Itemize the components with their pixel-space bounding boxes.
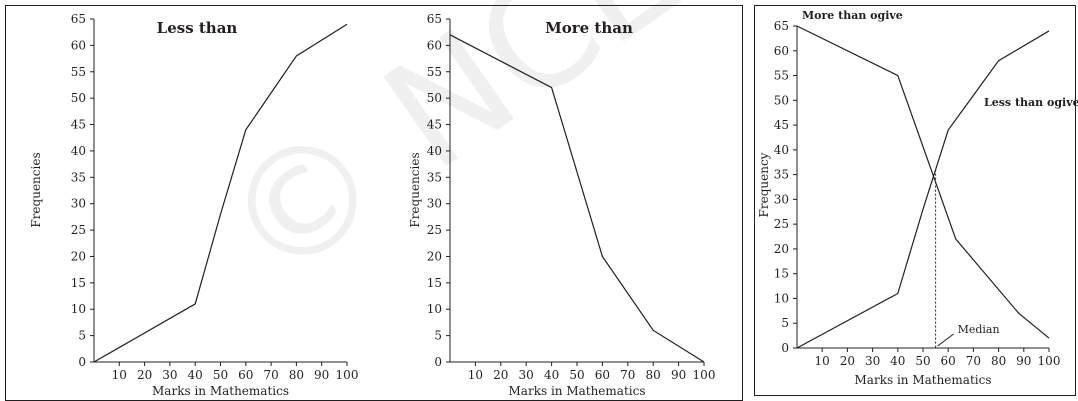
y-tick-label: 45 [71, 118, 86, 132]
less-than-chart: 0 5 10 15 20 25 30 35 40 45 50 55 60 65 10 20 30 40 50 60 70… [29, 12, 358, 398]
y-axis-title: Frequencies [408, 152, 422, 227]
x-tick-label: 60 [238, 368, 253, 382]
y-tick-label: 0 [781, 341, 789, 355]
y-tick-label: 40 [71, 144, 86, 158]
x-tick-label: 80 [646, 368, 661, 382]
x-tick-label: 10 [468, 368, 483, 382]
x-tick-label: 100 [336, 368, 359, 382]
series-line-0 [796, 25, 1050, 339]
x-axis-title: Marks in Mathematics [152, 384, 289, 398]
x-tick-label: 30 [519, 368, 534, 382]
y-tick-label: 30 [427, 197, 442, 211]
x-tick-label: 90 [314, 368, 329, 382]
y-tick-label: 25 [71, 223, 86, 237]
y-tick-label: 45 [427, 118, 442, 132]
y-tick-label: 40 [427, 144, 442, 158]
x-tick-label: 80 [991, 354, 1006, 368]
y-tick-label: 15 [427, 276, 442, 290]
x-axis-title: Marks in Mathematics [855, 373, 992, 387]
x-tick-label: 30 [162, 368, 177, 382]
y-tick-label: 55 [774, 69, 789, 83]
chart-title: Less than [157, 19, 238, 37]
x-tick-label: 40 [188, 368, 203, 382]
x-tick-label: 70 [966, 354, 981, 368]
y-tick-label: 0 [78, 355, 86, 369]
more-than-chart: 0 5 10 15 20 25 30 35 40 45 50 55 60 65 10 20 30 40 50 60 70… [408, 12, 715, 398]
y-tick-label: 0 [434, 355, 442, 369]
x-tick-label: 100 [693, 368, 716, 382]
y-tick-label: 35 [71, 170, 86, 184]
median-label: Median [958, 323, 1000, 336]
x-tick-label: 20 [137, 368, 152, 382]
series-line-1 [796, 30, 1050, 349]
combined-ogive-chart: 0 5 10 15 20 25 30 35 40 45 50 55 60 65 10 20 30 40 50 60 70… [757, 9, 1078, 387]
y-tick-label: 30 [774, 192, 789, 206]
y-tick-label: 10 [71, 302, 86, 316]
series-line-0 [93, 23, 348, 363]
y-tick-label: 10 [427, 302, 442, 316]
y-tick-label: 5 [78, 329, 86, 343]
x-axis-title: Marks in Mathematics [509, 384, 646, 398]
median-leader-line [937, 333, 954, 347]
x-tick-label: 50 [915, 354, 930, 368]
x-tick-label: 100 [1038, 354, 1061, 368]
x-tick-label: 90 [1016, 354, 1031, 368]
y-tick-label: 20 [71, 249, 86, 263]
y-axis-title: Frequencies [29, 152, 43, 227]
y-tick-label: 55 [71, 65, 86, 79]
x-tick-label: 60 [595, 368, 610, 382]
x-tick-label: 50 [569, 368, 584, 382]
y-tick-label: 5 [434, 329, 442, 343]
y-tick-label: 30 [71, 197, 86, 211]
y-tick-label: 50 [774, 93, 789, 107]
y-tick-label: 50 [427, 91, 442, 105]
y-tick-label: 60 [774, 44, 789, 58]
y-tick-label: 10 [774, 291, 789, 305]
y-tick-label: 65 [427, 12, 442, 26]
x-tick-label: 80 [289, 368, 304, 382]
y-tick-label: 60 [71, 38, 86, 52]
y-tick-label: 40 [774, 143, 789, 157]
x-tick-label: 70 [620, 368, 635, 382]
y-tick-label: 65 [774, 19, 789, 33]
x-tick-label: 10 [112, 368, 127, 382]
y-tick-label: 20 [774, 242, 789, 256]
more-than-ogive-label: More than ogive [802, 9, 903, 22]
y-tick-label: 25 [774, 217, 789, 231]
y-tick-label: 45 [774, 118, 789, 132]
x-tick-label: 20 [493, 368, 508, 382]
series-line-0 [449, 34, 705, 363]
y-tick-label: 5 [781, 316, 789, 330]
x-tick-label: 40 [890, 354, 905, 368]
x-tick-label: 90 [671, 368, 686, 382]
x-tick-label: 20 [840, 354, 855, 368]
y-tick-label: 60 [427, 38, 442, 52]
x-tick-label: 50 [213, 368, 228, 382]
y-tick-label: 50 [71, 91, 86, 105]
x-tick-label: 70 [263, 368, 278, 382]
y-tick-label: 55 [427, 65, 442, 79]
y-tick-label: 25 [427, 223, 442, 237]
x-tick-label: 60 [941, 354, 956, 368]
less-than-ogive-label: Less than ogive [984, 96, 1078, 109]
y-tick-label: 15 [71, 276, 86, 290]
y-tick-label: 35 [427, 170, 442, 184]
y-tick-label: 15 [774, 267, 789, 281]
right-panel-frame [754, 5, 1076, 396]
x-tick-label: 30 [865, 354, 880, 368]
x-tick-label: 40 [544, 368, 559, 382]
chart-title: More than [545, 19, 633, 37]
y-axis-title: Frequency [757, 152, 771, 217]
y-tick-label: 65 [71, 12, 86, 26]
x-tick-label: 10 [815, 354, 830, 368]
y-tick-label: 35 [774, 168, 789, 182]
y-tick-label: 20 [427, 249, 442, 263]
